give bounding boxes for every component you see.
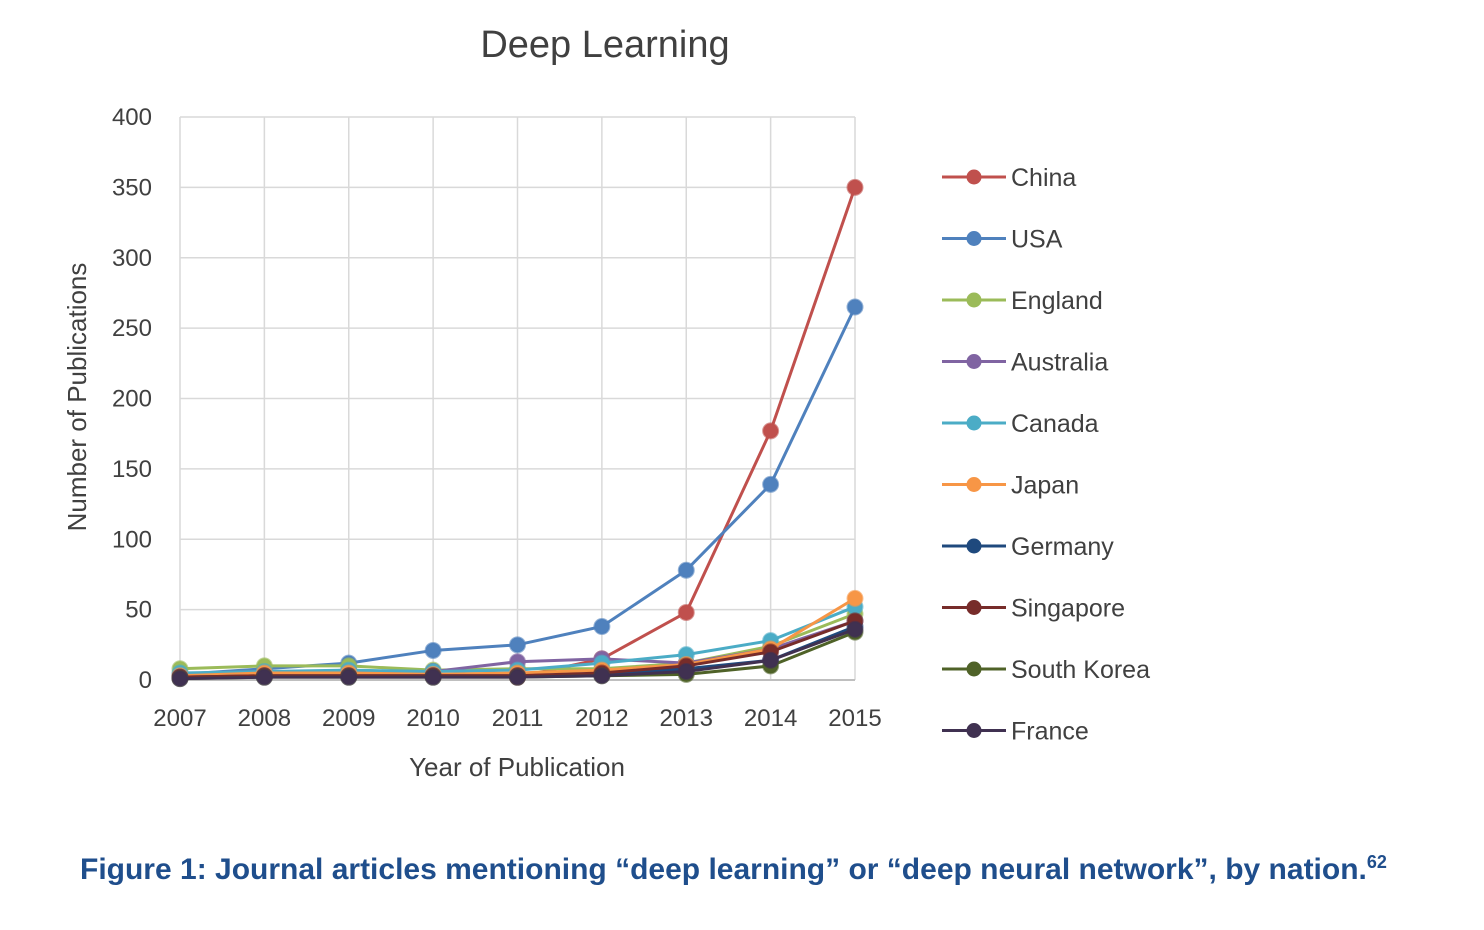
legend-label: France [1011, 718, 1089, 746]
legend-marker [966, 169, 982, 185]
y-tick-label: 250 [112, 315, 152, 342]
y-axis-ticks: 0 50 100 150 200 250 300 350 400 [112, 104, 152, 694]
legend-label: USA [1011, 226, 1063, 254]
y-axis-label: Number of Publications [62, 263, 92, 532]
x-tick-label: 2008 [238, 705, 291, 732]
x-tick-label: 2009 [322, 705, 375, 732]
data-point [340, 668, 358, 686]
legend-label: England [1011, 287, 1103, 315]
legend-item: France [942, 718, 1089, 746]
caption-footnote: 62 [1366, 852, 1387, 872]
data-point [593, 618, 611, 636]
legend-label: Germany [1011, 533, 1114, 561]
legend-label: China [1011, 164, 1076, 192]
chart-title: Deep Learning [480, 24, 729, 66]
legend-marker [966, 354, 982, 369]
data-point [509, 668, 526, 686]
y-tick-label: 200 [112, 386, 152, 413]
legend-marker [966, 723, 982, 738]
data-point [846, 589, 864, 607]
legend-item: Australia [942, 349, 1108, 377]
line-chart: Deep Learning 0 50 100 150 200 250 300 350 400 2… [62, 24, 1150, 782]
legend: China USA England Australia Canada Japan Germa… [942, 164, 1150, 746]
legend-marker [966, 292, 982, 308]
data-point [762, 475, 780, 493]
data-point [593, 667, 611, 685]
legend-item: Germany [942, 533, 1114, 561]
y-tick-label: 50 [125, 597, 152, 624]
series-layer [171, 178, 864, 688]
y-tick-label: 0 [139, 667, 152, 694]
legend-label: Canada [1011, 410, 1099, 438]
data-point [424, 668, 442, 686]
x-axis-label: Year of Publication [409, 752, 625, 782]
legend-item: South Korea [942, 656, 1150, 684]
data-point [677, 561, 695, 579]
caption-text: Figure 1: Journal articles mentioning “d… [80, 853, 1367, 886]
x-tick-label: 2015 [828, 705, 881, 732]
legend-item: USA [942, 226, 1063, 254]
x-tick-label: 2011 [492, 705, 544, 732]
x-tick-label: 2013 [660, 705, 713, 732]
legend-marker [966, 661, 982, 677]
legend-marker [966, 231, 982, 246]
data-point [171, 670, 189, 688]
x-tick-label: 2014 [744, 705, 797, 732]
legend-item: Canada [942, 410, 1099, 438]
x-tick-label: 2012 [575, 705, 628, 732]
y-tick-label: 300 [112, 245, 152, 272]
data-point [846, 298, 864, 316]
legend-item: China [942, 164, 1076, 192]
data-point [677, 603, 695, 621]
x-axis-ticks: 2007 2008 2009 2010 2011 2012 2013 2014 2015 [153, 705, 881, 732]
legend-marker [966, 538, 982, 554]
y-tick-label: 350 [112, 174, 152, 201]
data-point [255, 668, 273, 686]
data-point [762, 422, 780, 440]
legend-label: Japan [1011, 472, 1079, 500]
y-tick-label: 100 [112, 526, 152, 553]
legend-label: Australia [1011, 349, 1108, 377]
data-point [762, 651, 780, 669]
data-point [509, 636, 526, 654]
figure-caption: Figure 1: Journal articles mentioning “d… [80, 852, 1470, 887]
x-tick-label: 2007 [153, 705, 206, 732]
legend-label: South Korea [1011, 656, 1150, 684]
y-tick-label: 400 [112, 104, 152, 131]
legend-item: Japan [942, 472, 1079, 500]
legend-item: Singapore [942, 595, 1125, 623]
legend-marker [966, 415, 982, 431]
series-france [171, 620, 864, 688]
legend-marker [966, 600, 982, 615]
y-tick-label: 150 [112, 456, 152, 483]
data-point [424, 641, 442, 659]
legend-marker [966, 477, 982, 492]
data-point [677, 663, 695, 681]
legend-item: England [942, 287, 1103, 315]
x-tick-label: 2010 [406, 705, 459, 732]
data-point [846, 620, 864, 638]
legend-label: Singapore [1011, 595, 1125, 623]
grid [179, 116, 856, 681]
data-point [846, 178, 864, 196]
